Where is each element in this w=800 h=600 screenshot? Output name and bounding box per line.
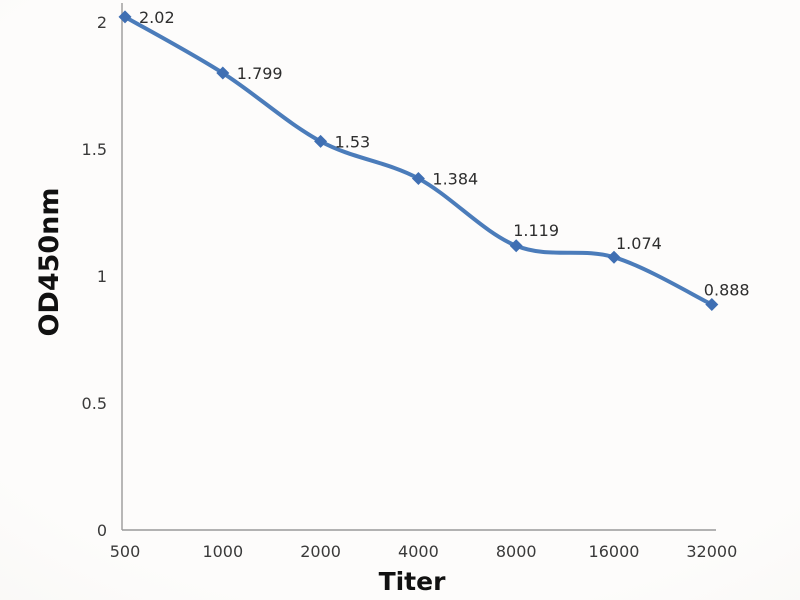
- y-tick-label: 1: [97, 267, 107, 286]
- y-tick-label: 0: [97, 521, 107, 540]
- y-tick-label: 0.5: [82, 394, 107, 413]
- data-point-marker: [705, 297, 719, 311]
- y-axis-title: OD450nm: [34, 187, 65, 336]
- y-tick-label: 2: [97, 13, 107, 32]
- data-point-marker: [314, 134, 328, 148]
- data-point-marker: [216, 66, 230, 80]
- x-tick-label: 2000: [300, 542, 341, 561]
- data-point-label: 1.074: [616, 234, 662, 253]
- series-line: [123, 14, 714, 307]
- data-point-label: 1.384: [432, 169, 478, 188]
- data-point-label: 0.888: [704, 280, 750, 299]
- x-tick-label: 16000: [589, 542, 640, 561]
- x-tick-label: 32000: [686, 542, 737, 561]
- data-point-label: 1.53: [335, 132, 371, 151]
- data-point-marker: [607, 250, 621, 264]
- x-axis-title: Titer: [379, 567, 447, 596]
- series-group: [118, 10, 719, 311]
- x-tick-label: 500: [110, 542, 141, 561]
- data-point-label: 1.119: [513, 221, 559, 240]
- data-point-label: 2.02: [139, 8, 175, 27]
- data-point-label: 1.799: [237, 64, 283, 83]
- data-point-marker: [411, 171, 425, 185]
- x-tick-label: 1000: [202, 542, 243, 561]
- data-labels-group: 2.02 1.799 1.53 1.384 1.119 1.074 0.888: [139, 8, 750, 300]
- x-tick-label: 4000: [398, 542, 439, 561]
- data-point-marker: [509, 239, 523, 253]
- y-tick-label: 1.5: [82, 140, 107, 159]
- data-point-marker: [118, 10, 132, 24]
- x-tick-label: 8000: [496, 542, 537, 561]
